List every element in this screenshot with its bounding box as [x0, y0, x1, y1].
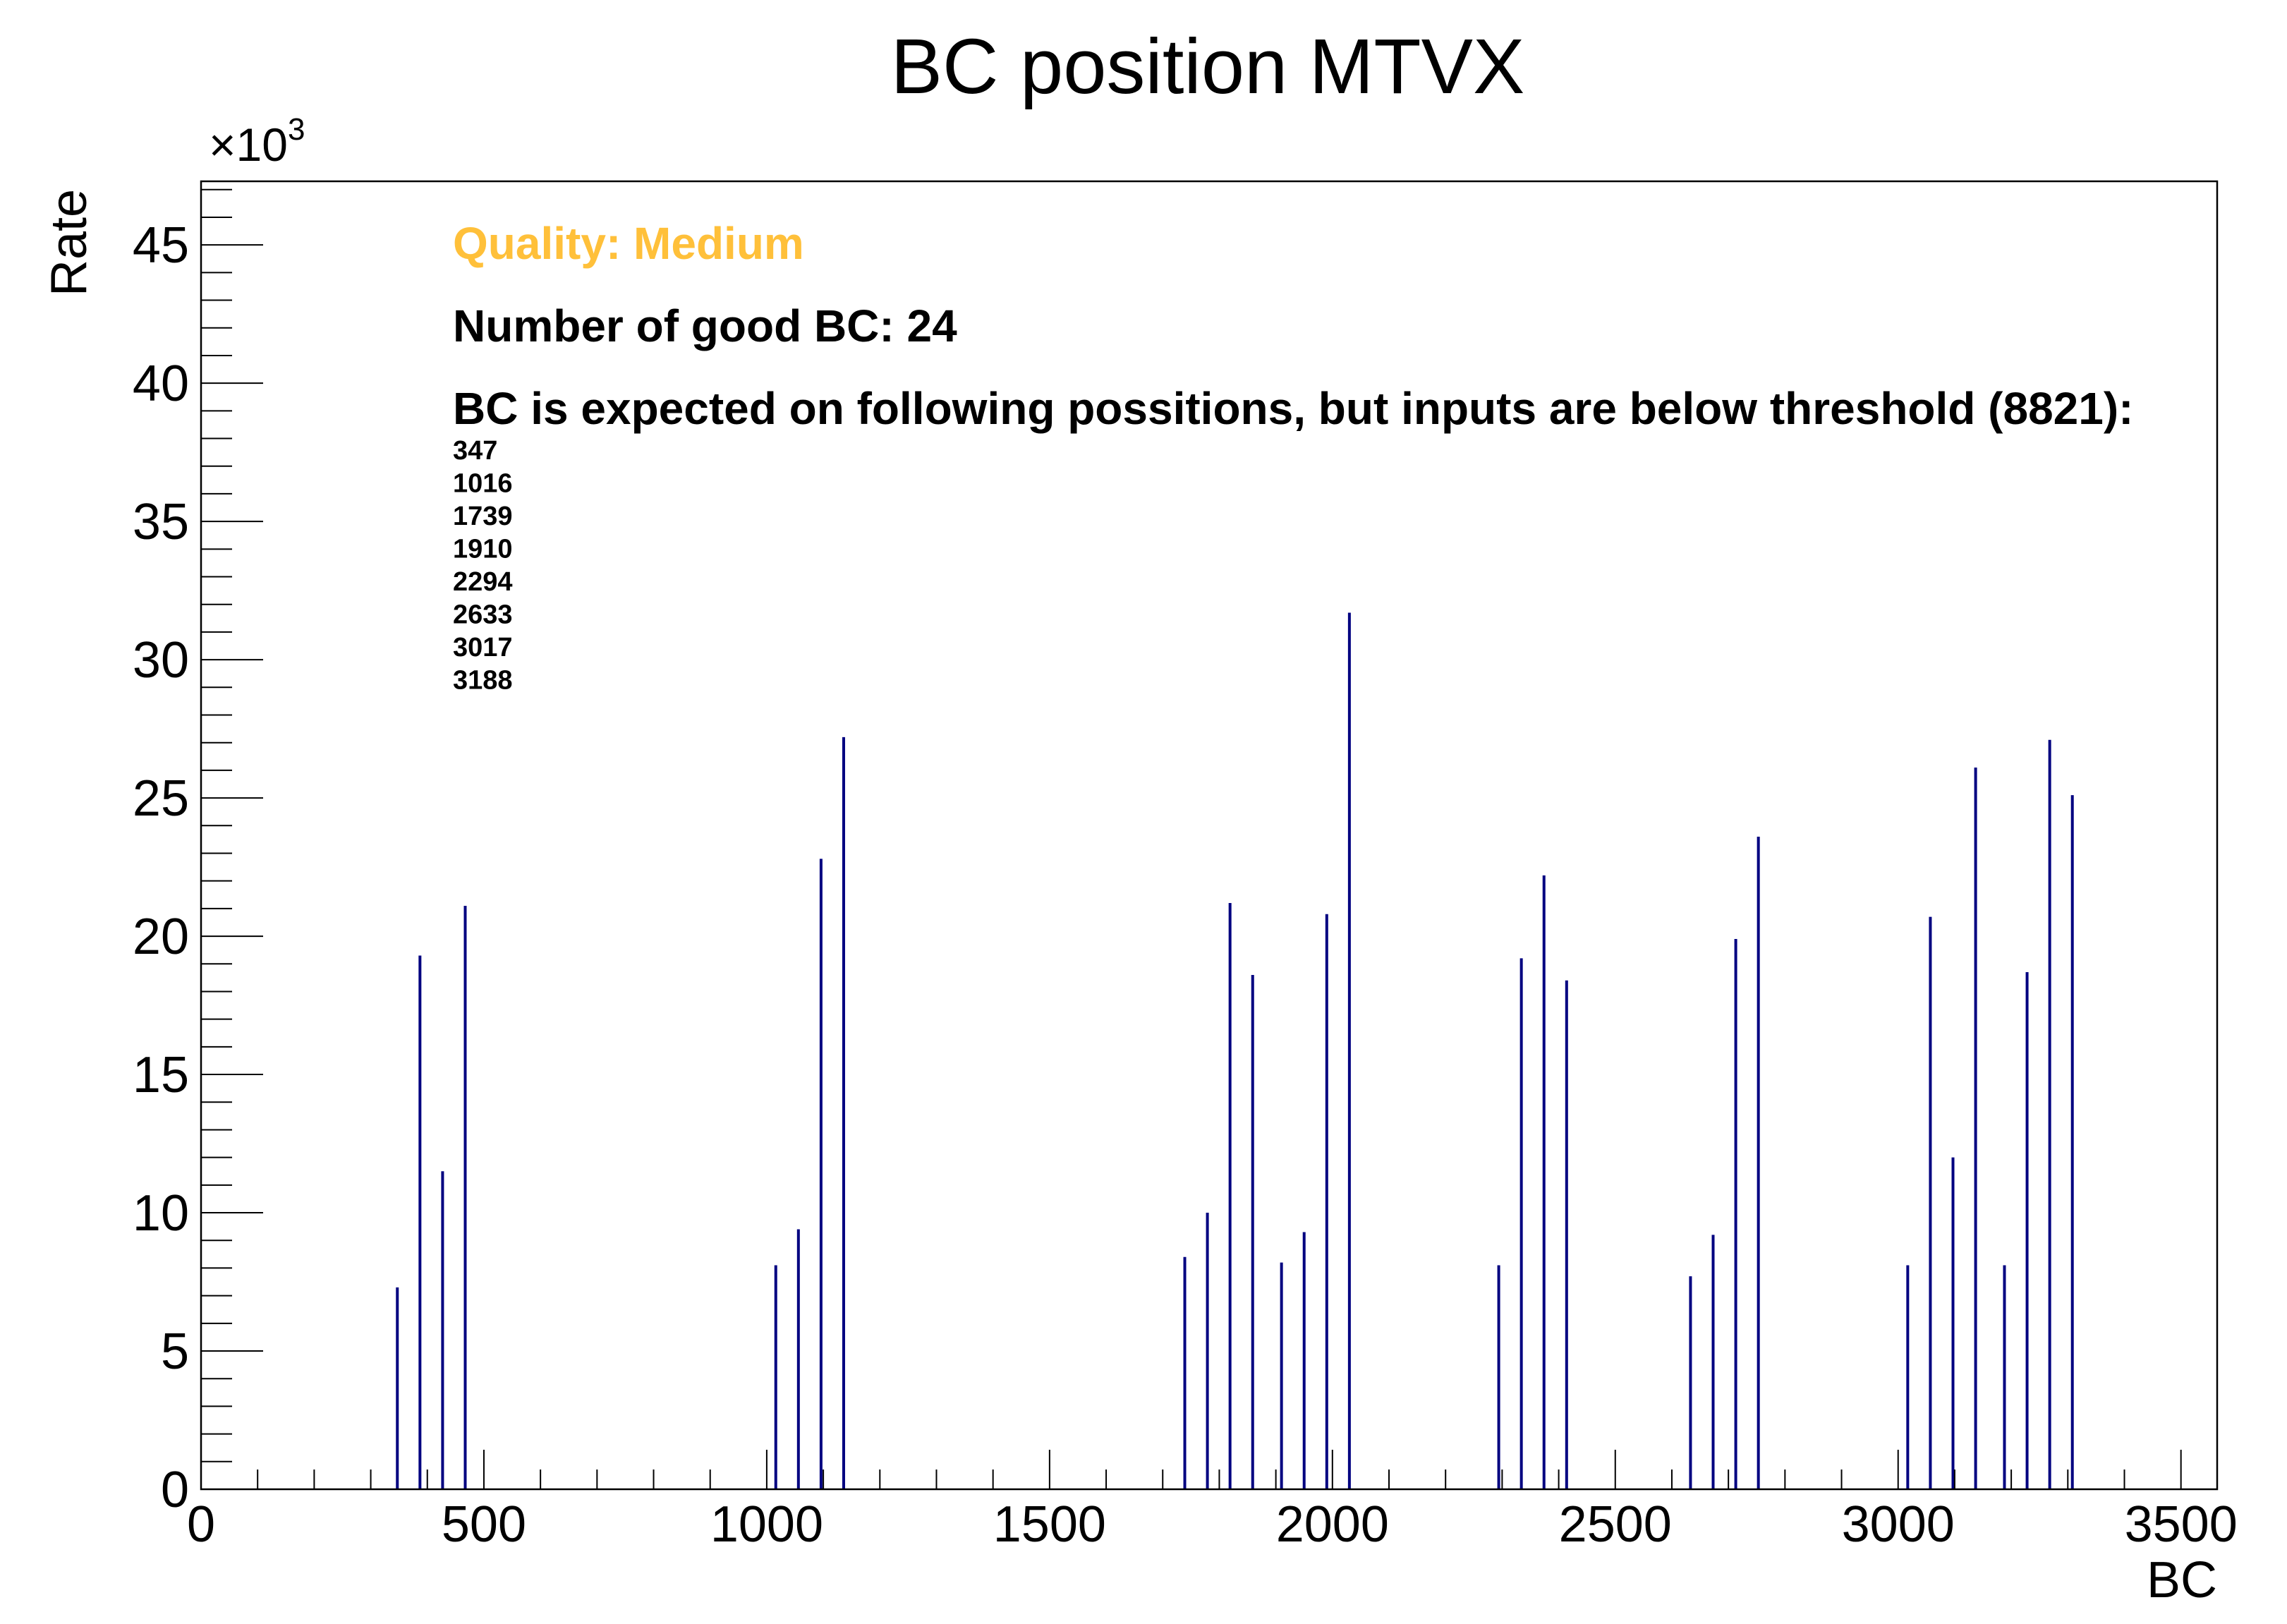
info-annotations: Quality: Medium Number of good BC: 24 BC…	[453, 218, 2133, 696]
good-bc-count: Number of good BC: 24	[453, 301, 957, 351]
x-tick-label: 500	[442, 1496, 526, 1553]
y-ticks-layer: 0 5 10 15 20 25 30 35 40 45	[133, 188, 263, 1518]
quality-label: Quality: Medium	[453, 218, 804, 269]
y-exponent-power: 3	[288, 112, 305, 147]
expected-position: 2633	[453, 600, 513, 630]
expected-position: 3017	[453, 633, 513, 662]
y-tick-label: 15	[133, 1047, 189, 1103]
y-tick-label: 45	[133, 217, 189, 274]
expected-position: 2294	[453, 567, 513, 597]
y-tick-label: 10	[133, 1185, 189, 1242]
y-tick-label: 0	[161, 1462, 189, 1518]
x-tick-label: 1500	[993, 1496, 1106, 1553]
x-tick-label: 3500	[2125, 1496, 2238, 1553]
y-tick-label: 20	[133, 909, 189, 965]
x-ticks-layer: 0 500 1000 1500 2000 2500 3000 3500	[187, 1450, 2238, 1553]
y-axis-label: Rate	[41, 189, 97, 296]
y-exponent-label: ×103	[209, 112, 305, 171]
expected-position: 1016	[453, 469, 513, 499]
y-tick-label: 30	[133, 632, 189, 689]
x-tick-label: 3000	[1842, 1496, 1955, 1553]
x-axis-label: BC	[2147, 1552, 2217, 1608]
y-exponent-base: ×10	[209, 119, 288, 171]
y-tick-label: 5	[161, 1323, 189, 1380]
expected-position: 3188	[453, 666, 513, 696]
x-tick-label: 2500	[1559, 1496, 1672, 1553]
y-tick-label: 40	[133, 356, 189, 412]
x-tick-label: 2000	[1276, 1496, 1389, 1553]
expected-positions-header: BC is expected on following possitions, …	[453, 383, 2133, 434]
expected-position: 1739	[453, 502, 513, 531]
x-tick-label: 0	[187, 1496, 215, 1553]
plot-frame	[200, 180, 2219, 1491]
y-tick-label: 35	[133, 494, 189, 550]
expected-position: 1910	[453, 535, 513, 564]
bars-layer	[396, 612, 2074, 1489]
chart-title: BC position MTVX	[891, 23, 1525, 110]
y-tick-label: 25	[133, 770, 189, 827]
expected-position: 347	[453, 436, 497, 466]
x-tick-label: 1000	[710, 1496, 823, 1553]
